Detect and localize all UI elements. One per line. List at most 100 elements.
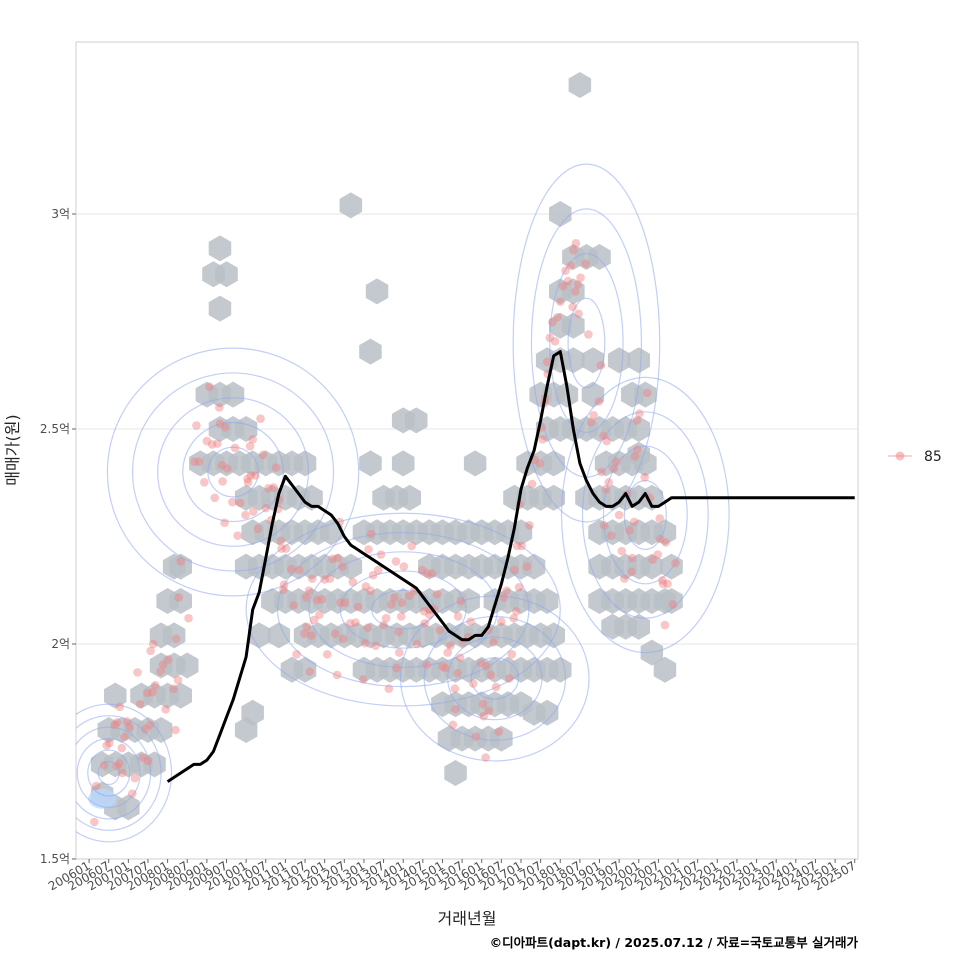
data-point xyxy=(450,684,460,694)
data-point xyxy=(302,622,312,632)
data-point xyxy=(489,637,498,647)
data-point xyxy=(396,612,406,621)
data-point xyxy=(594,397,604,406)
data-point xyxy=(668,600,678,609)
data-point xyxy=(604,478,613,487)
y-tick-label: 2.5억 xyxy=(40,422,70,436)
data-point xyxy=(453,612,463,621)
data-point xyxy=(584,330,593,339)
data-point xyxy=(658,579,668,589)
density-contour xyxy=(399,595,590,762)
data-point xyxy=(163,655,173,664)
hexbin-cell xyxy=(444,760,467,786)
data-point xyxy=(264,484,273,493)
data-point xyxy=(387,600,396,609)
data-point xyxy=(381,613,391,623)
data-point xyxy=(305,667,314,676)
hexbin-cell xyxy=(542,622,565,649)
density-contour xyxy=(423,615,567,741)
data-point xyxy=(394,627,403,637)
density-contour xyxy=(97,760,120,786)
hexbin-cell xyxy=(457,588,480,614)
data-point xyxy=(419,607,429,616)
data-point xyxy=(241,510,250,520)
data-point xyxy=(581,259,591,269)
data-point xyxy=(635,409,644,418)
data-point xyxy=(145,720,155,730)
data-point xyxy=(325,574,335,583)
data-point xyxy=(307,574,317,583)
data-point xyxy=(384,684,394,694)
data-point xyxy=(658,576,667,585)
data-point xyxy=(271,463,281,473)
data-point xyxy=(258,450,268,460)
data-point xyxy=(576,273,585,282)
data-point xyxy=(482,662,491,671)
data-point xyxy=(507,650,517,659)
data-point xyxy=(348,577,358,587)
legend: 85 xyxy=(888,449,942,465)
density-contour xyxy=(470,657,519,700)
data-point xyxy=(601,484,611,494)
hexbin-cell xyxy=(660,588,683,614)
data-point xyxy=(642,388,652,398)
hexbin-cell xyxy=(522,553,546,580)
data-point xyxy=(660,620,670,630)
density-peak xyxy=(88,788,117,809)
hexbin-cell xyxy=(562,312,585,339)
data-point xyxy=(448,720,458,730)
data-point xyxy=(374,565,383,575)
data-point xyxy=(586,417,596,427)
hexbin-cell xyxy=(627,347,650,374)
trend-line xyxy=(166,350,855,783)
data-point xyxy=(230,443,240,453)
data-point xyxy=(281,544,291,553)
data-point xyxy=(456,596,466,606)
data-point xyxy=(300,629,309,638)
data-point xyxy=(276,536,286,546)
data-point xyxy=(353,602,363,612)
data-point xyxy=(494,727,504,737)
trend-line-layer xyxy=(166,350,855,783)
data-point xyxy=(218,477,227,486)
hexbin-cell xyxy=(208,295,232,322)
data-point xyxy=(235,498,245,508)
data-point xyxy=(364,545,373,554)
data-point xyxy=(423,569,432,578)
data-point xyxy=(246,471,256,480)
data-point xyxy=(302,593,311,602)
hexbin-cell xyxy=(221,381,245,408)
data-point xyxy=(663,579,672,589)
density-contour xyxy=(76,715,162,831)
data-point xyxy=(512,607,521,616)
data-point xyxy=(336,598,345,608)
density-contour xyxy=(602,445,688,585)
hexbin-cell xyxy=(215,261,238,288)
data-point xyxy=(294,565,304,575)
data-point xyxy=(614,510,624,520)
data-point xyxy=(571,238,581,248)
data-point xyxy=(91,781,101,791)
data-point xyxy=(453,668,462,678)
hexbin-cell xyxy=(149,717,173,743)
data-point xyxy=(304,586,314,595)
data-point xyxy=(510,565,519,575)
data-point xyxy=(279,585,288,595)
density-contour xyxy=(76,703,173,843)
density-contour xyxy=(106,347,360,597)
data-point xyxy=(573,280,583,289)
data-point xyxy=(484,706,494,716)
data-point xyxy=(542,357,552,367)
data-point xyxy=(351,618,360,627)
data-point xyxy=(345,619,355,628)
data-point xyxy=(248,435,257,444)
data-point xyxy=(150,680,160,690)
data-point xyxy=(279,580,289,589)
data-point xyxy=(499,593,509,602)
hexbin-cell xyxy=(640,484,664,511)
data-point xyxy=(99,760,109,770)
data-point xyxy=(509,613,519,623)
data-point xyxy=(215,419,225,429)
hexbin-cell xyxy=(653,519,677,546)
data-point xyxy=(328,554,337,564)
